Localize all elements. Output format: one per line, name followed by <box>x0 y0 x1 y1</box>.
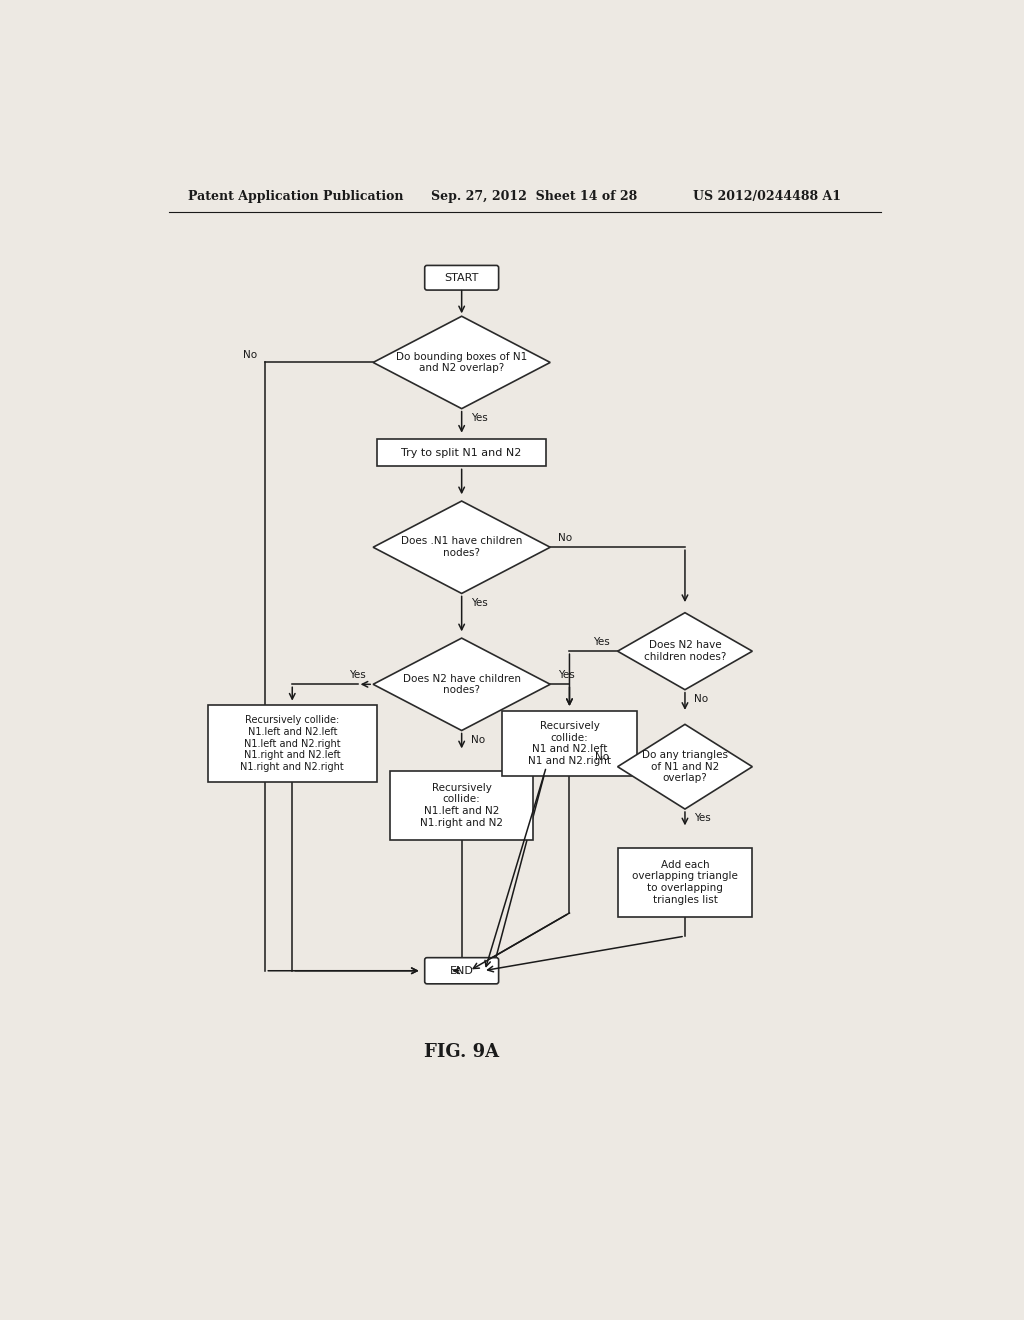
Text: US 2012/0244488 A1: US 2012/0244488 A1 <box>692 190 841 203</box>
Text: Does .N1 have children
nodes?: Does .N1 have children nodes? <box>401 536 522 558</box>
Polygon shape <box>617 612 753 689</box>
Text: Yes: Yes <box>471 598 487 607</box>
Polygon shape <box>373 502 550 594</box>
Text: Yes: Yes <box>471 413 487 422</box>
Text: Try to split N1 and N2: Try to split N1 and N2 <box>401 447 522 458</box>
FancyBboxPatch shape <box>425 958 499 983</box>
Text: Does N2 have children
nodes?: Does N2 have children nodes? <box>402 673 520 696</box>
Text: No: No <box>558 533 572 543</box>
Text: Do bounding boxes of N1
and N2 overlap?: Do bounding boxes of N1 and N2 overlap? <box>396 351 527 374</box>
Text: START: START <box>444 273 479 282</box>
Polygon shape <box>373 638 550 730</box>
Text: FIG. 9A: FIG. 9A <box>424 1043 500 1060</box>
Polygon shape <box>617 725 753 809</box>
Text: No: No <box>595 752 609 763</box>
Polygon shape <box>373 317 550 409</box>
Text: Recursively
collide:
N1 and N2.left
N1 and N2.right: Recursively collide: N1 and N2.left N1 a… <box>528 721 611 766</box>
Text: END: END <box>450 966 473 975</box>
Text: Do any triangles
of N1 and N2
overlap?: Do any triangles of N1 and N2 overlap? <box>642 750 728 783</box>
Text: Yes: Yes <box>558 671 574 680</box>
Text: Does N2 have
children nodes?: Does N2 have children nodes? <box>644 640 726 663</box>
Text: Recursively
collide:
N1.left and N2
N1.right and N2: Recursively collide: N1.left and N2 N1.r… <box>420 783 503 828</box>
Text: Yes: Yes <box>348 671 366 680</box>
Text: Yes: Yes <box>694 813 711 824</box>
Text: Add each
overlapping triangle
to overlapping
triangles list: Add each overlapping triangle to overlap… <box>632 859 738 904</box>
Text: No: No <box>244 350 258 360</box>
Bar <box>208 705 377 781</box>
Bar <box>617 847 753 917</box>
Text: No: No <box>694 694 709 704</box>
Text: No: No <box>471 735 485 744</box>
Text: Patent Application Publication: Patent Application Publication <box>188 190 403 203</box>
FancyBboxPatch shape <box>425 265 499 290</box>
Text: Recursively collide:
N1.left and N2.left
N1.left and N2.right
N1.right and N2.le: Recursively collide: N1.left and N2.left… <box>241 715 344 772</box>
Text: Yes: Yes <box>593 638 609 647</box>
Text: Sep. 27, 2012  Sheet 14 of 28: Sep. 27, 2012 Sheet 14 of 28 <box>431 190 637 203</box>
Bar <box>390 771 532 840</box>
Bar <box>377 438 547 466</box>
Bar <box>502 711 637 776</box>
